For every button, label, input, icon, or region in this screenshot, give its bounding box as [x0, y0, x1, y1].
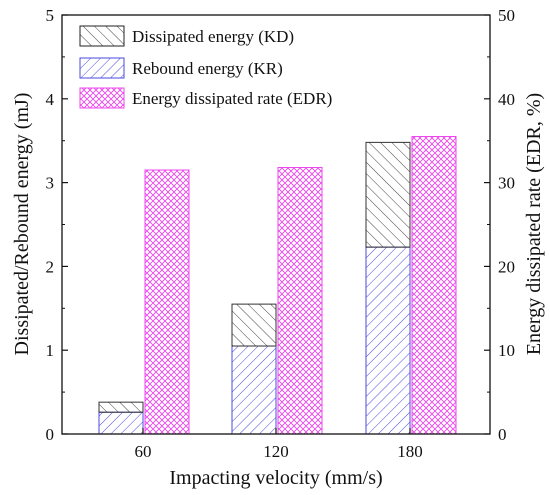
y-left-tick-label: 3 [46, 174, 55, 193]
bar-dissipated-60 [98, 401, 144, 413]
bar-dissipated-180 [365, 141, 411, 248]
y-left-tick-label: 1 [46, 341, 55, 360]
y-left-tick-label: 4 [46, 90, 55, 109]
legend-swatch-rebound [79, 57, 125, 79]
bars-layer [98, 136, 457, 435]
y-right-tick-label: 50 [498, 6, 515, 25]
legend-swatch-dissipated [79, 25, 125, 47]
bar-edr-60 [144, 169, 190, 435]
bar-dissipated-120 [231, 303, 277, 347]
y-left-tick-label: 5 [46, 6, 55, 25]
legend: Dissipated energy (KD) Rebound energy (K… [79, 25, 332, 109]
y-left-tick-label: 0 [46, 425, 55, 444]
bar-rebound-180 [365, 246, 411, 435]
legend-label-rebound: Rebound energy (KR) [132, 59, 283, 78]
x-tick-label: 60 [135, 442, 152, 461]
legend-label-edr: Energy dissipated rate (EDR) [132, 89, 332, 108]
y-left-tick-label: 2 [46, 257, 55, 276]
y-axis-right-title: Energy dissipated rate (EDR, %) [523, 93, 545, 355]
y-axis-left-title: Dissipated/Rebound energy (mJ) [11, 93, 33, 356]
y-right-tick-label: 0 [498, 425, 507, 444]
bar-edr-180 [411, 136, 457, 435]
legend-swatch-edr [79, 87, 125, 109]
bar-rebound-60 [98, 411, 144, 435]
x-tick-label: 180 [397, 442, 423, 461]
y-right-tick-label: 40 [498, 90, 515, 109]
x-axis-title: Impacting velocity (mm/s) [169, 467, 382, 489]
y-right-tick-label: 20 [498, 257, 515, 276]
y-right-tick-label: 30 [498, 174, 515, 193]
y-right-tick-label: 10 [498, 341, 515, 360]
bar-rebound-120 [231, 345, 277, 435]
legend-label-dissipated: Dissipated energy (KD) [132, 27, 294, 46]
x-tick-label: 120 [263, 442, 289, 461]
bar-edr-120 [277, 167, 323, 435]
